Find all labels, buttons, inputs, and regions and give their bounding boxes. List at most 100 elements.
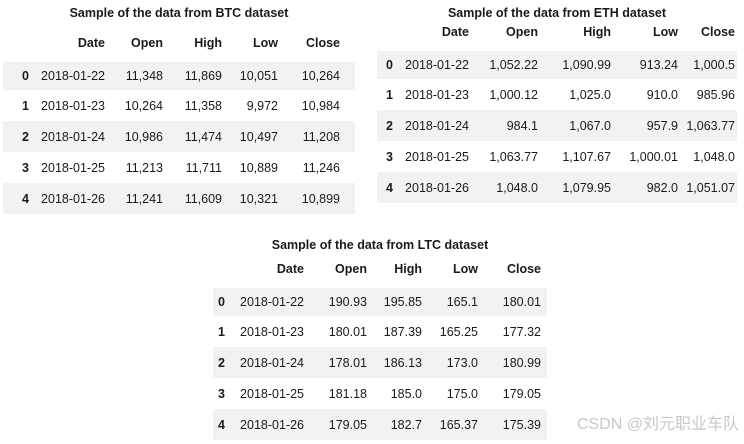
table-cell: 178.01 [328,355,367,370]
table-cell: 2018-01-26 [41,191,105,206]
table-row: 4 2018-01-26 179.05 182.7 165.37 175.39 [213,409,547,440]
table-cell: 1,107.67 [562,149,611,164]
table-cell: 165.25 [439,324,478,339]
table-cell: 985.96 [696,87,735,102]
table-cell: 195.85 [367,282,422,316]
table-cell: 179.05 [328,417,367,432]
table-cell: 2018-01-23 [240,324,304,339]
table-cell: 177.32 [502,324,541,339]
btc-dataset-block: Sample of the data from BTC dataset Date… [3,6,355,214]
table-cell: 10,889 [239,160,278,175]
column-header-high: High [163,36,222,60]
row-index: 4 [218,417,225,432]
table-cell: 173.0 [446,355,478,370]
table-row: 1 2018-01-23 10,264 11,358 9,972 10,984 [3,90,355,121]
table-cell: 1,079.95 [562,180,611,195]
table-row: 3 2018-01-25 181.18 185.0 175.0 179.05 [213,378,547,409]
btc-table: Date Open High Low Close 0 2018-01-22 11,348 11… [3,36,355,214]
column-header-close: Close [478,262,547,286]
table-cell: 11,711 [185,160,222,175]
table-row: 4 2018-01-26 1,048.0 1,079.95 982.0 1,051.07 [377,172,737,203]
table-row: 1 2018-01-23 180.01 187.39 165.25 177.32 [213,316,547,347]
table-cell: 11,213 [125,160,163,175]
table-cell: 1,063.77 [686,118,735,133]
table-cell: 11,246 [302,160,340,175]
table-cell: 2018-01-26 [240,417,304,432]
index-column-header [377,25,393,49]
table-row: 3 2018-01-25 11,213 11,711 10,889 11,246 [3,152,355,183]
table-cell: 180.01 [328,324,367,339]
table-cell: 1,000.12 [489,87,538,102]
ltc-dataset-block: Sample of the data from LTC dataset Date… [213,238,547,440]
table-cell: 2018-01-26 [405,180,469,195]
table-row: 2 2018-01-24 178.01 186.13 173.0 180.99 [213,347,547,378]
table-cell: 182.7 [390,417,422,432]
row-index: 1 [218,324,225,339]
btc-table-title: Sample of the data from BTC dataset [69,6,289,20]
row-index: 2 [218,355,225,370]
column-header-open: Open [469,25,538,49]
table-cell: 185.0 [390,386,422,401]
table-cell: 2018-01-22 [393,45,469,79]
table-cell: 2018-01-22 [225,282,304,316]
column-header-low: Low [611,25,678,49]
table-cell: 11,869 [163,56,222,90]
column-header-open: Open [304,262,367,286]
table-cell: 9,972 [246,98,278,113]
row-index: 3 [386,149,393,164]
row-index: 0 [213,282,225,316]
table-cell: 186.13 [383,355,422,370]
column-header-close: Close [278,36,355,60]
table-cell: 175.39 [502,417,541,432]
column-header-date: Date [29,36,105,60]
index-column-header [213,262,225,286]
table-cell: 1,048.0 [496,180,538,195]
row-index: 0 [377,45,393,79]
table-cell: 190.93 [304,282,367,316]
table-cell: 2018-01-25 [405,149,469,164]
table-row: 1 2018-01-23 1,000.12 1,025.0 910.0 985.96 [377,79,737,110]
table-cell: 10,264 [124,98,163,113]
table-cell: 175.0 [446,386,478,401]
table-cell: 2018-01-24 [41,129,105,144]
table-cell: 180.01 [478,282,547,316]
row-index: 1 [22,98,29,113]
btc-header-row: Date Open High Low Close [3,36,355,60]
table-cell: 11,474 [184,129,222,144]
row-index: 3 [22,160,29,175]
table-row: 0 2018-01-22 1,052.22 1,090.99 913.24 1,000.5 [377,45,737,79]
table-row: 3 2018-01-25 1,063.77 1,107.67 1,000.01 1,048… [377,141,737,172]
table-cell: 11,241 [125,191,163,206]
table-row: 4 2018-01-26 11,241 11,609 10,321 10,899 [3,183,355,214]
table-cell: 984.1 [506,118,538,133]
table-cell: 2018-01-25 [41,160,105,175]
table-cell: 10,984 [301,98,340,113]
ltc-header-row: Date Open High Low Close [213,262,547,286]
table-cell: 179.05 [502,386,541,401]
table-cell: 982.0 [646,180,678,195]
table-cell: 1,051.07 [686,180,735,195]
table-cell: 957.9 [646,118,678,133]
table-cell: 180.99 [502,355,541,370]
index-column-header [3,36,29,60]
eth-table: Date Open High Low Close 0 2018-01-22 1,052.22… [377,25,737,203]
column-header-date: Date [225,262,304,286]
table-cell: 1,063.77 [489,149,538,164]
csdn-watermark: CSDN @刘元职业车队 [576,416,739,433]
eth-header-row: Date Open High Low Close [377,25,737,49]
table-row: 0 2018-01-22 190.93 195.85 165.1 180.01 [213,282,547,316]
table-cell: 10,899 [301,191,340,206]
ltc-table-title: Sample of the data from LTC dataset [271,238,489,252]
table-cell: 2018-01-23 [405,87,469,102]
table-cell: 1,067.0 [569,118,611,133]
table-cell: 11,208 [302,129,340,144]
table-row: 0 2018-01-22 11,348 11,869 10,051 10,264 [3,56,355,90]
eth-table-title: Sample of the data from ETH dataset [447,6,667,20]
table-cell: 10,264 [278,56,355,90]
table-cell: 2018-01-25 [240,386,304,401]
table-cell: 187.39 [383,324,422,339]
column-header-low: Low [222,36,278,60]
table-cell: 910.0 [646,87,678,102]
table-cell: 1,000.5 [678,45,737,79]
column-header-close: Close [678,25,737,49]
